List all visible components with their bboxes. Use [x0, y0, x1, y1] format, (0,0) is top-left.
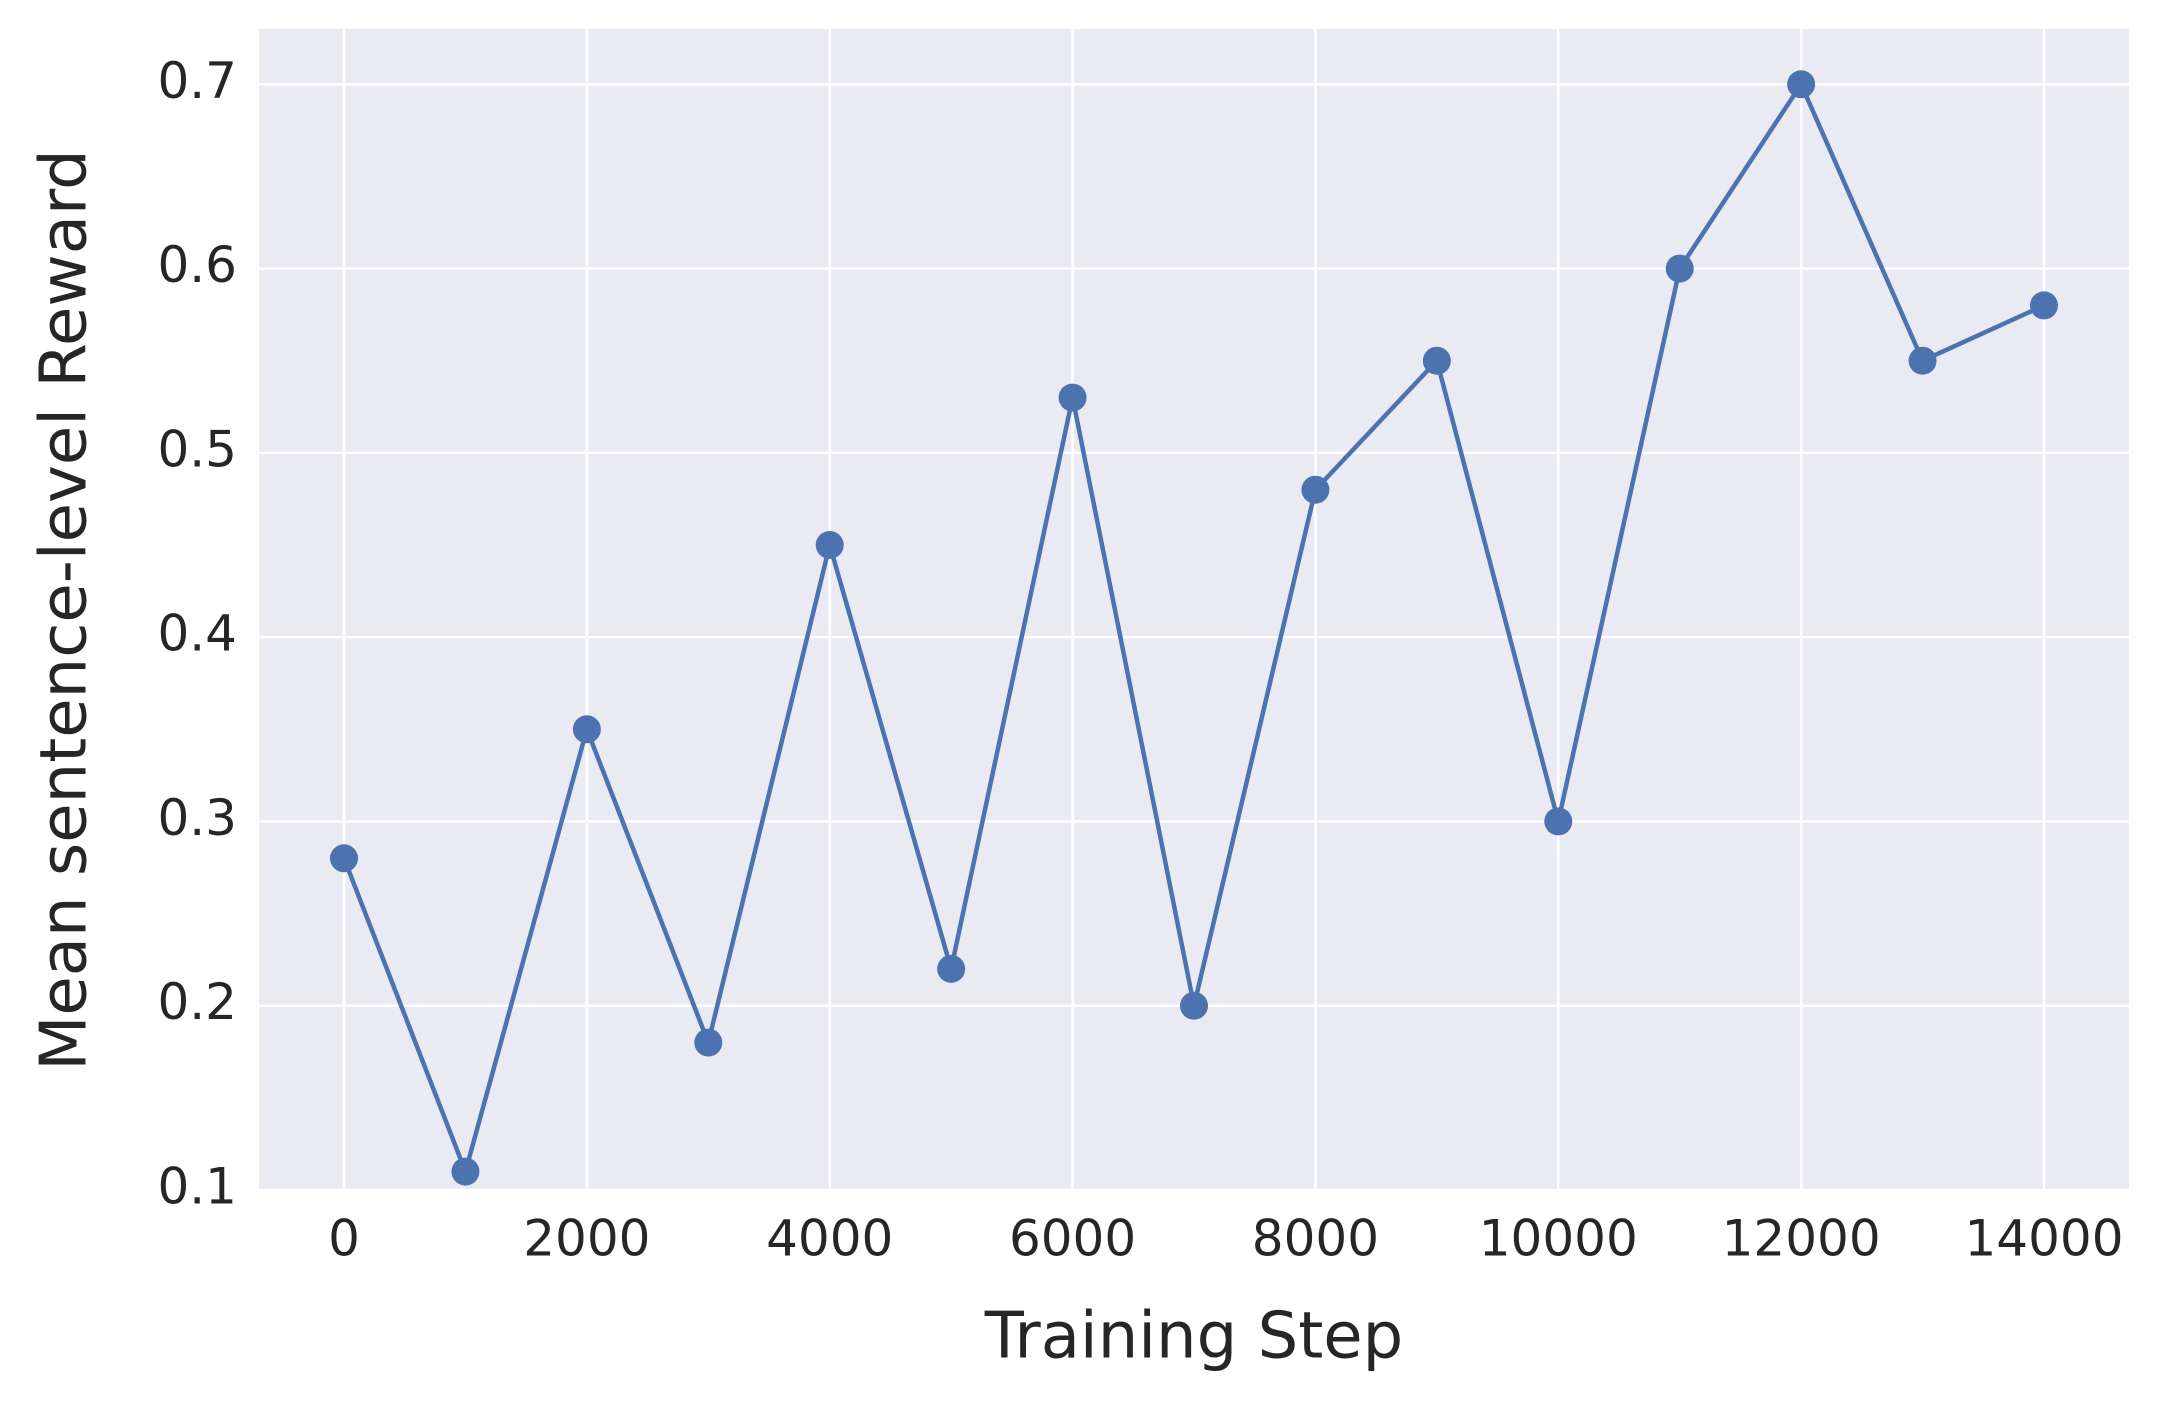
point [1301, 475, 1330, 504]
y-tick-label: 0.6 [157, 236, 237, 294]
point [937, 954, 966, 983]
point [1422, 346, 1451, 375]
point [1665, 254, 1694, 283]
y-tick-label: 0.3 [157, 789, 237, 847]
y-tick-label: 0.7 [157, 52, 237, 110]
x-tick-label: 12000 [1722, 1210, 1881, 1268]
point [1058, 383, 1087, 412]
x-tick-label: 10000 [1479, 1210, 1638, 1268]
point [572, 715, 601, 744]
y-axis-label: Mean sentence-level Reward [28, 149, 102, 1071]
point [815, 531, 844, 559]
x-axis-label: Training Step [984, 1300, 1404, 1374]
y-tick-label: 0.5 [157, 420, 237, 478]
x-tick-label: 2000 [523, 1210, 650, 1268]
y-tick-label: 0.4 [157, 605, 237, 663]
x-tick-label: 14000 [1964, 1210, 2123, 1268]
point [1908, 346, 1937, 375]
point [1180, 991, 1208, 1020]
point [451, 1157, 480, 1186]
y-tick-label: 0.2 [157, 973, 237, 1031]
point [330, 844, 358, 873]
point [1544, 807, 1573, 836]
x-tick-label: 4000 [766, 1210, 893, 1268]
x-tick-label: 8000 [1252, 1210, 1379, 1268]
point [1787, 70, 1816, 99]
point [694, 1028, 723, 1057]
x-tick-label: 0 [328, 1210, 360, 1268]
x-tick-label: 6000 [1009, 1210, 1136, 1268]
y-tick-label: 0.1 [157, 1158, 237, 1216]
point [2030, 291, 2058, 320]
